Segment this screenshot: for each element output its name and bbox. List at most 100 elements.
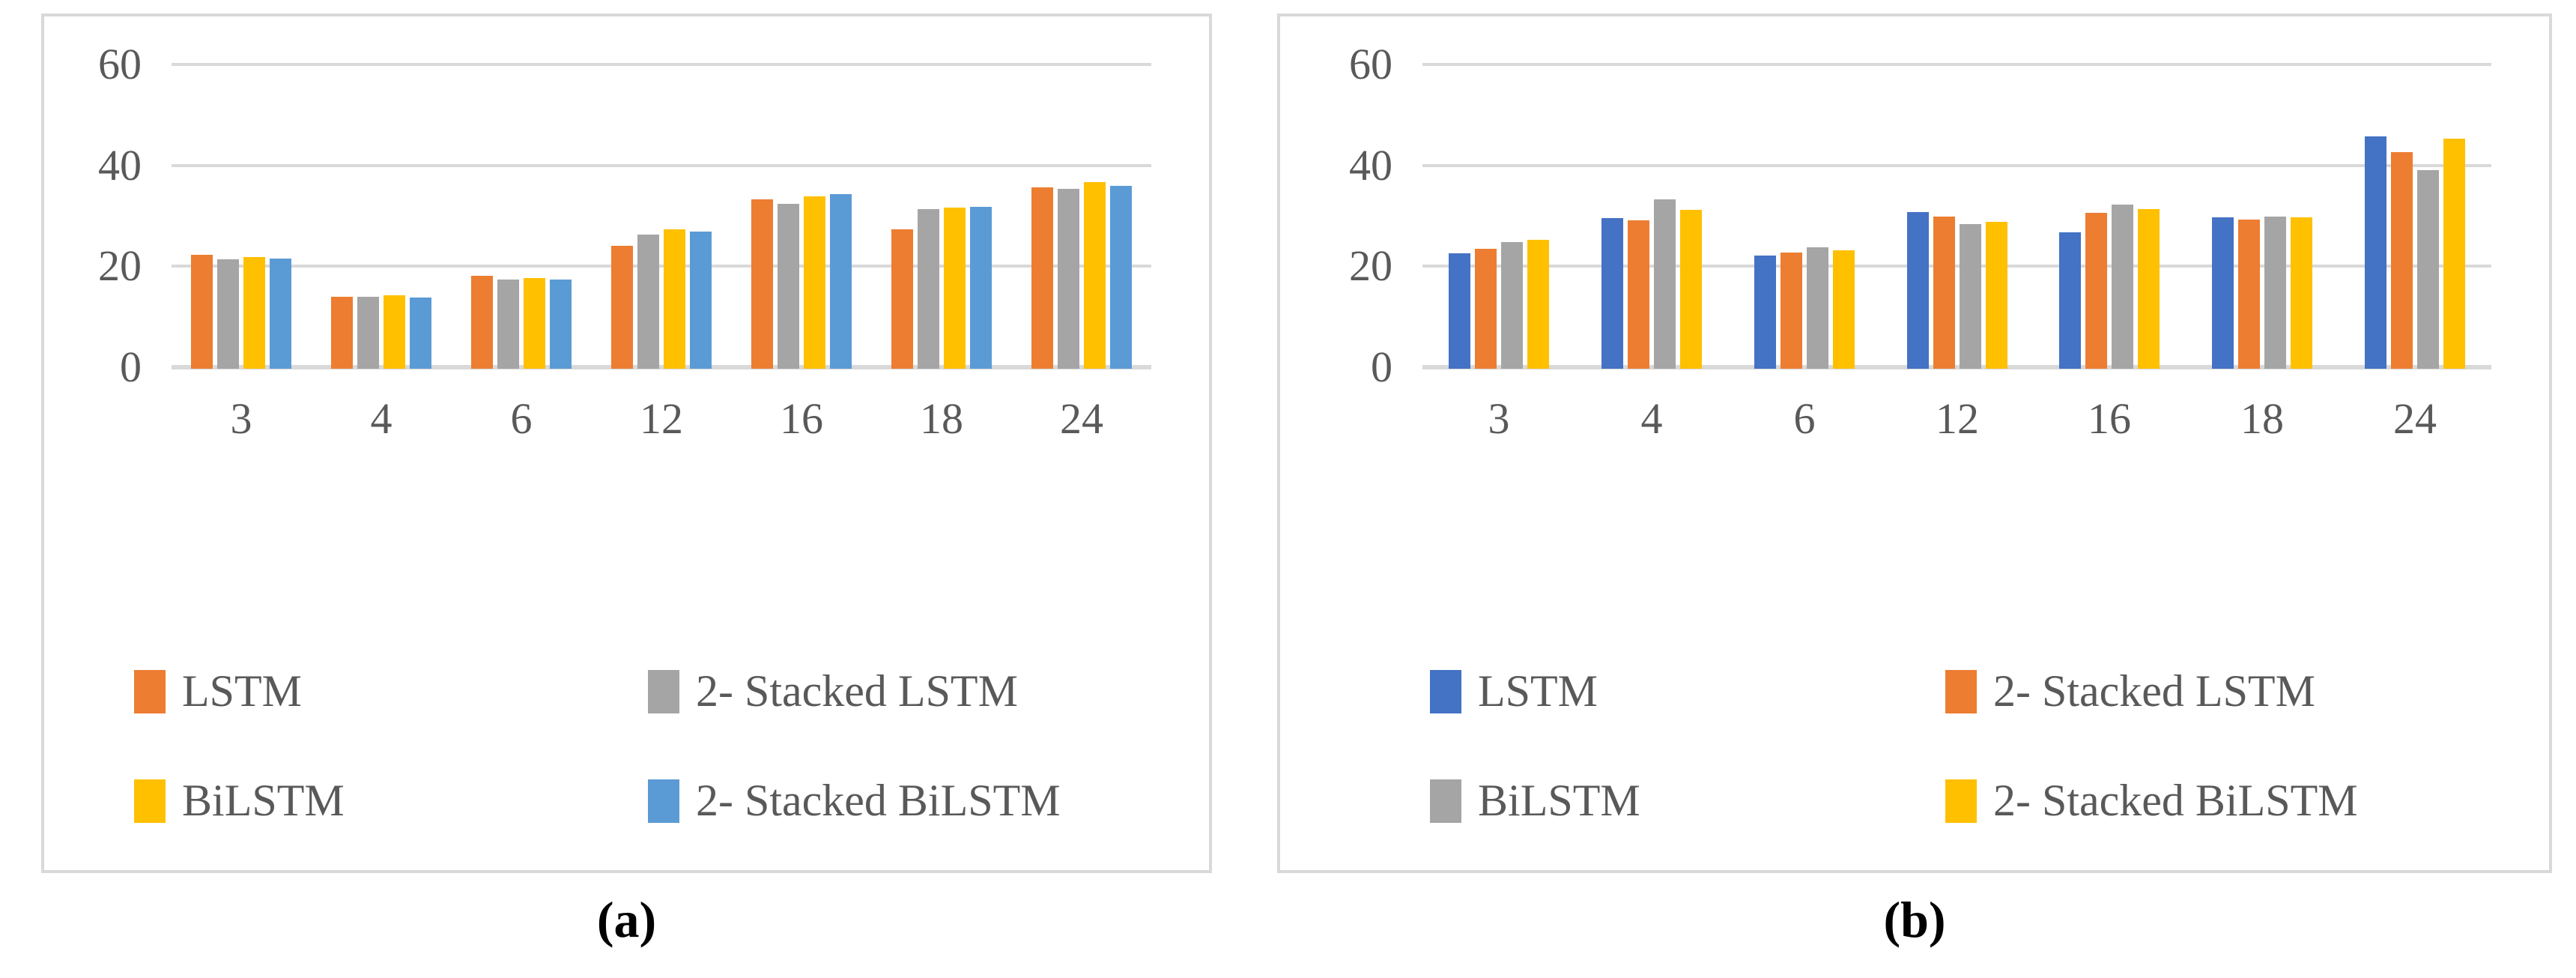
y-tick-label: 0 bbox=[120, 342, 142, 391]
bar-2-stacked-lstm-x4 bbox=[1628, 220, 1649, 369]
bar-2-stacked-bilstm-x4 bbox=[410, 298, 431, 369]
x-tick-label: 24 bbox=[1060, 394, 1103, 443]
x-tick-label: 18 bbox=[2240, 394, 2284, 443]
bar-bilstm-x24 bbox=[1084, 182, 1106, 369]
bar-bilstm-x3 bbox=[243, 257, 265, 369]
bar-lstm-x4 bbox=[1601, 218, 1623, 369]
y-tick-label: 40 bbox=[1349, 140, 1392, 190]
legend-swatch-lstm bbox=[1430, 670, 1461, 713]
bar-bilstm-x18 bbox=[2264, 217, 2286, 369]
bar-lstm-x16 bbox=[2059, 232, 2081, 369]
legend-swatch-bilstm bbox=[1430, 779, 1461, 823]
legend-label: 2- Stacked BiLSTM bbox=[696, 776, 1061, 825]
caption-b: (b) bbox=[1883, 891, 1946, 948]
bar-2-stacked-bilstm-x3 bbox=[1527, 240, 1549, 369]
bar-bilstm-x16 bbox=[2112, 205, 2133, 369]
gridline bbox=[1422, 63, 2491, 66]
x-tick-label: 6 bbox=[1793, 394, 1816, 443]
bar-lstm-x4 bbox=[331, 297, 353, 369]
bar-lstm-x12 bbox=[1907, 212, 1929, 369]
x-tick-label: 6 bbox=[510, 394, 533, 443]
x-tick-label: 18 bbox=[920, 394, 963, 443]
bar-lstm-x18 bbox=[891, 229, 913, 369]
bar-bilstm-x18 bbox=[944, 208, 966, 369]
bar-lstm-x6 bbox=[1754, 256, 1776, 369]
gridline bbox=[1422, 265, 2491, 268]
bar-2-stacked-lstm-x12 bbox=[637, 235, 659, 369]
bar-2-stacked-lstm-x16 bbox=[778, 204, 799, 369]
bar-2-stacked-bilstm-x18 bbox=[970, 207, 992, 369]
legend-swatch-2-stacked-bilstm bbox=[1945, 779, 1977, 823]
x-tick-label: 24 bbox=[2393, 394, 2437, 443]
bar-lstm-x12 bbox=[611, 246, 633, 369]
y-tick-label: 0 bbox=[1371, 342, 1392, 391]
bar-2-stacked-lstm-x24 bbox=[2391, 152, 2413, 369]
gridline bbox=[1422, 163, 2491, 167]
bar-lstm-x24 bbox=[1031, 187, 1053, 369]
x-axis-line bbox=[1422, 365, 2491, 369]
bar-lstm-x3 bbox=[1449, 253, 1470, 369]
bar-2-stacked-lstm-x6 bbox=[1781, 253, 1802, 369]
bar-lstm-x18 bbox=[2212, 217, 2234, 369]
x-tick-label: 4 bbox=[1640, 394, 1663, 443]
y-tick-label: 60 bbox=[1349, 40, 1392, 88]
x-tick-label: 4 bbox=[370, 394, 393, 443]
y-tick-label: 20 bbox=[1349, 241, 1392, 291]
bar-bilstm-x4 bbox=[384, 295, 405, 369]
legend-swatch-2-stacked-lstm bbox=[648, 670, 679, 713]
bar-2-stacked-bilstm-x12 bbox=[1986, 222, 2007, 369]
bar-bilstm-x4 bbox=[1654, 199, 1676, 369]
bar-2-stacked-bilstm-x6 bbox=[550, 280, 572, 369]
x-axis-line bbox=[172, 365, 1151, 369]
bar-bilstm-x6 bbox=[524, 278, 545, 369]
bar-2-stacked-bilstm-x6 bbox=[1833, 250, 1855, 369]
legend-label: LSTM bbox=[1478, 666, 1598, 716]
legend-label: 2- Stacked BiLSTM bbox=[1993, 776, 2358, 825]
bar-bilstm-x12 bbox=[664, 229, 685, 369]
legend-swatch-bilstm bbox=[134, 779, 166, 823]
y-tick-label: 20 bbox=[98, 241, 142, 291]
legend-swatch-2-stacked-bilstm bbox=[648, 779, 679, 823]
gridline bbox=[172, 63, 1151, 66]
legend-label: 2- Stacked LSTM bbox=[1993, 666, 2315, 716]
legend-label: BiLSTM bbox=[182, 776, 345, 825]
bar-2-stacked-bilstm-x18 bbox=[2291, 217, 2312, 369]
bar-2-stacked-lstm-x24 bbox=[1058, 189, 1079, 369]
legend-swatch-2-stacked-lstm bbox=[1945, 670, 1977, 713]
gridline bbox=[172, 163, 1151, 167]
bar-2-stacked-lstm-x16 bbox=[2085, 213, 2107, 369]
caption-a: (a) bbox=[596, 891, 657, 948]
legend-label: 2- Stacked LSTM bbox=[696, 666, 1018, 716]
bar-2-stacked-lstm-x3 bbox=[217, 259, 239, 369]
bar-2-stacked-lstm-x4 bbox=[357, 297, 379, 369]
gridline bbox=[172, 265, 1151, 268]
x-tick-label: 3 bbox=[1488, 394, 1510, 443]
bar-2-stacked-lstm-x3 bbox=[1475, 249, 1497, 369]
bar-lstm-x24 bbox=[2365, 136, 2386, 369]
bar-2-stacked-bilstm-x16 bbox=[830, 194, 852, 369]
bar-lstm-x6 bbox=[471, 276, 493, 369]
bar-bilstm-x3 bbox=[1501, 242, 1523, 369]
x-tick-label: 16 bbox=[780, 394, 823, 443]
x-tick-label: 12 bbox=[1936, 394, 1979, 443]
bar-lstm-x3 bbox=[191, 255, 213, 369]
legend-label: LSTM bbox=[182, 666, 303, 716]
bar-2-stacked-bilstm-x24 bbox=[2443, 139, 2465, 369]
chart-a-panel: 60 40 20 0 3 4 6 12 16 18 24 LSTM 2- Stacked LSTM BiL… bbox=[41, 13, 1212, 873]
bar-2-stacked-lstm-x6 bbox=[497, 280, 519, 369]
chart-b-panel: 60 40 20 0 3 4 6 12 16 18 24 LSTM 2- Stacked LSTM BiL… bbox=[1277, 13, 2552, 873]
bar-bilstm-x16 bbox=[804, 196, 825, 369]
bar-bilstm-x24 bbox=[2417, 170, 2439, 369]
bar-2-stacked-lstm-x12 bbox=[1933, 217, 1955, 369]
legend-swatch-lstm bbox=[134, 670, 166, 713]
x-tick-label: 12 bbox=[640, 394, 683, 443]
x-tick-label: 3 bbox=[230, 394, 252, 443]
bar-2-stacked-lstm-x18 bbox=[2238, 220, 2260, 369]
bar-2-stacked-bilstm-x4 bbox=[1680, 210, 1702, 369]
bar-2-stacked-bilstm-x12 bbox=[690, 232, 712, 369]
bar-2-stacked-bilstm-x24 bbox=[1110, 186, 1132, 369]
bar-lstm-x16 bbox=[751, 199, 773, 369]
bar-2-stacked-bilstm-x16 bbox=[2138, 209, 2160, 369]
bar-2-stacked-lstm-x18 bbox=[918, 209, 939, 369]
